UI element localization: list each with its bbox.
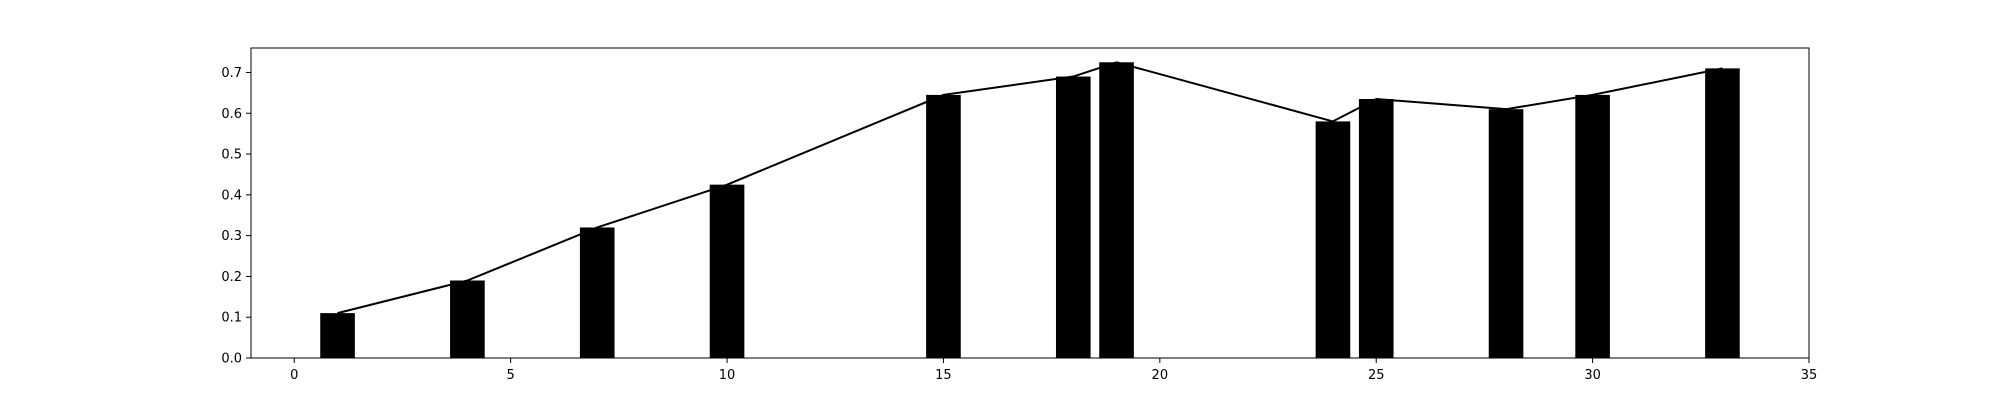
axes-layer — [250, 47, 1810, 359]
line-layer — [337, 61, 1723, 315]
x-tick-label-4: 20 — [1152, 368, 1169, 383]
bar-8 — [1358, 98, 1394, 359]
y-tick-label-6: 0.6 — [221, 107, 242, 122]
y-tick-label-2: 0.2 — [221, 270, 242, 285]
bar-4 — [926, 94, 961, 358]
x-tick-label-0: 0 — [290, 368, 298, 383]
bar-11 — [1705, 68, 1740, 358]
bar-5 — [1055, 76, 1091, 359]
trend-line — [337, 61, 1723, 315]
bar-9 — [1488, 109, 1524, 359]
bar-2 — [579, 227, 615, 358]
bar-10 — [1575, 94, 1610, 358]
x-tick-label-5: 25 — [1368, 368, 1385, 383]
bar-1 — [450, 280, 485, 358]
bar-3 — [709, 184, 745, 358]
bar-6 — [1099, 62, 1134, 358]
bars-layer — [320, 62, 1740, 359]
plot-frame — [250, 47, 1810, 359]
y-tick-label-5: 0.5 — [221, 148, 242, 163]
y-tick-label-0: 0.0 — [221, 352, 242, 367]
y-tick-label-4: 0.4 — [221, 188, 242, 203]
x-tick-label-7: 35 — [1801, 368, 1818, 383]
bar-0 — [320, 313, 355, 358]
x-tick-label-1: 5 — [507, 368, 515, 383]
y-tick-label-1: 0.1 — [221, 311, 242, 326]
y-tick-label-7: 0.7 — [221, 66, 242, 81]
ticks-layer: 0 5 10 15 20 25 30 35 0.0 0.1 0.2 0.3 0.4 0.5 0.6 0.7 — [221, 66, 1817, 383]
bar-7 — [1315, 121, 1351, 358]
x-tick-label-2: 10 — [719, 368, 736, 383]
x-tick-label-6: 30 — [1584, 368, 1601, 383]
y-tick-label-3: 0.3 — [221, 229, 242, 244]
x-tick-label-3: 15 — [935, 368, 952, 383]
